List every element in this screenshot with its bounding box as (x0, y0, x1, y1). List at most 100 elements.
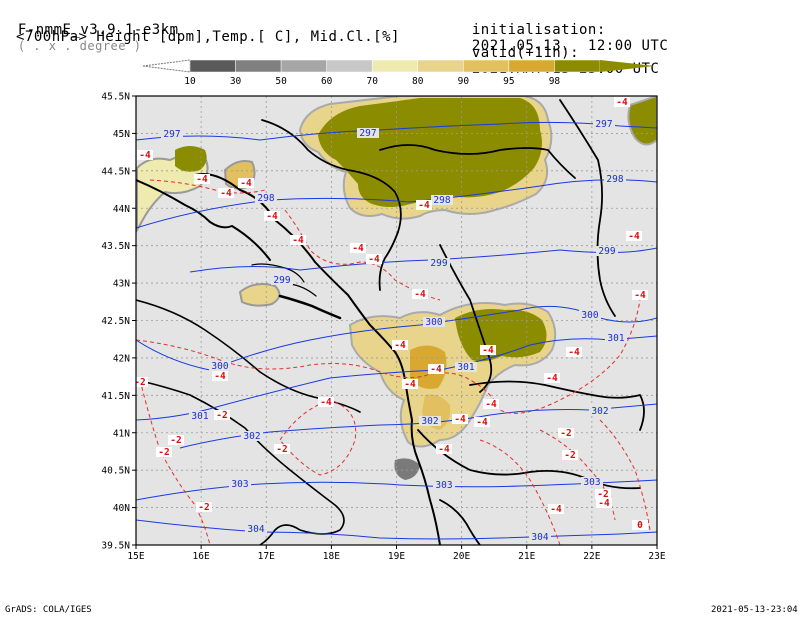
temp-label: -4 (568, 347, 580, 358)
cloud-core-nw (175, 146, 207, 172)
temp-label: -4 (196, 174, 208, 185)
lat-tick-label: 43.5N (101, 241, 130, 252)
temp-label-bg (156, 447, 172, 457)
temp-contours (136, 179, 651, 545)
temp-label-bg (548, 504, 564, 514)
footer-timestamp: 2021-05-13-23:04 (711, 605, 798, 615)
temp-label-bg (626, 231, 642, 241)
temp-label: -2 (134, 377, 145, 388)
temp-label: -4 (266, 211, 278, 222)
contour-303 (136, 479, 657, 501)
temp-label-bg (483, 399, 499, 409)
height-label: 298 (433, 195, 450, 206)
temp-label-bg (136, 377, 148, 387)
temp-label: -4 (616, 97, 628, 108)
temp-label-bg (238, 178, 254, 188)
temp-label: -4 (352, 243, 364, 254)
temp-label: -4 (418, 200, 430, 211)
temp-label: -4 (485, 399, 497, 410)
height-label-bg (596, 246, 618, 256)
height-label: 304 (247, 524, 264, 535)
colorbar-label: 90 (458, 76, 470, 87)
height-label: 302 (243, 431, 260, 442)
temp-label-bg (452, 414, 468, 424)
border-serbia-romania (559, 99, 616, 317)
lon-tick-label: 17E (258, 551, 275, 562)
temp-contour-6 (479, 439, 561, 545)
temp-label-bg (402, 379, 418, 389)
height-label-bg (209, 361, 231, 371)
temp-contour-7 (539, 429, 616, 521)
temp-label: -4 (414, 289, 426, 300)
temp-label-bg (196, 502, 212, 512)
height-label: 301 (607, 333, 624, 344)
map-panel: 297 297 297 298 298 298 299 299 299 300 300 300 301 3… (134, 96, 657, 545)
temp-label-bg (558, 428, 574, 438)
height-label: 299 (430, 258, 447, 269)
cloud-cover-layer (136, 96, 657, 480)
colorbar-low-arrow (142, 59, 191, 73)
temp-label: -4 (546, 373, 558, 384)
height-label: 301 (457, 362, 474, 373)
temp-label-bg (416, 200, 432, 210)
temp-label-bg (566, 347, 582, 357)
init-time: initialisation: 2021.05.13. 12:00 UTC (454, 6, 668, 54)
temp-label: -2 (198, 502, 209, 513)
contour-301 (136, 335, 657, 421)
height-label-bg (433, 480, 455, 490)
temp-label-bg (318, 397, 334, 407)
cloud-core-central (455, 309, 547, 362)
temp-label: -4 (404, 379, 416, 390)
height-label-bg (579, 310, 601, 320)
cloud-core-north (318, 98, 542, 207)
temp-label-bg (212, 371, 228, 381)
temp-label-bg (595, 489, 611, 499)
colorbar: 10 30 50 60 70 80 90 95 98 (142, 59, 655, 87)
height-label-bg (455, 362, 477, 372)
lat-tick-label: 40N (113, 503, 130, 514)
height-label-bg (419, 416, 441, 426)
height-label-bg (529, 532, 551, 542)
colorbar-swatch (235, 59, 282, 73)
temp-label: -4 (628, 231, 640, 242)
height-label: 299 (273, 275, 290, 286)
lat-lon-grid (136, 96, 657, 545)
cloud-patch-grey (394, 458, 420, 480)
temp-label: -4 (139, 150, 151, 161)
temp-contour-8 (599, 419, 651, 531)
temp-label-bg (194, 174, 210, 184)
lon-tick-label: 23E (648, 551, 665, 562)
temp-label-bg (412, 289, 428, 299)
temp-label-bg (544, 373, 560, 383)
contour-297 (136, 121, 657, 141)
temp-label: -2 (560, 428, 571, 439)
colorbar-label: 98 (549, 76, 561, 87)
lon-tick-label: 20E (453, 551, 470, 562)
colorbar-label: 60 (321, 76, 333, 87)
valid-label: valid(+11h): (471, 45, 580, 61)
temp-label: -2 (170, 435, 181, 446)
lat-tick-label: 44.5N (101, 166, 130, 177)
colorbar-label: 80 (412, 76, 424, 87)
init-value: 2021.05.13. 12:00 UTC (471, 38, 669, 54)
temp-label: -4 (214, 371, 226, 382)
temp-label: -2 (564, 450, 575, 461)
temp-label: -4 (320, 397, 332, 408)
lat-tick-label: 43N (113, 279, 130, 290)
height-label-bg (589, 406, 611, 416)
temp-label: -4 (220, 188, 232, 199)
lat-tick-label: 42N (113, 353, 130, 364)
temp-label: -4 (550, 504, 562, 515)
temp-label-bg (274, 444, 290, 454)
height-label-bg (431, 195, 453, 205)
temp-label-bg (562, 450, 578, 460)
temp-label: -4 (394, 340, 406, 351)
height-label: 297 (163, 129, 180, 140)
height-label: 303 (231, 479, 248, 490)
lat-axis: 45.5N 45N 44.5N 44N 43.5N 43N 42.5N 42N 41.5N 41N… (101, 92, 136, 552)
colorbar-swatch (280, 59, 327, 73)
colorbar-label: 30 (230, 76, 242, 87)
colorbar-swatch (554, 59, 601, 73)
model-title: F-nmmE_v3.9.1-e3km ( . x . degree ) (0, 6, 179, 54)
